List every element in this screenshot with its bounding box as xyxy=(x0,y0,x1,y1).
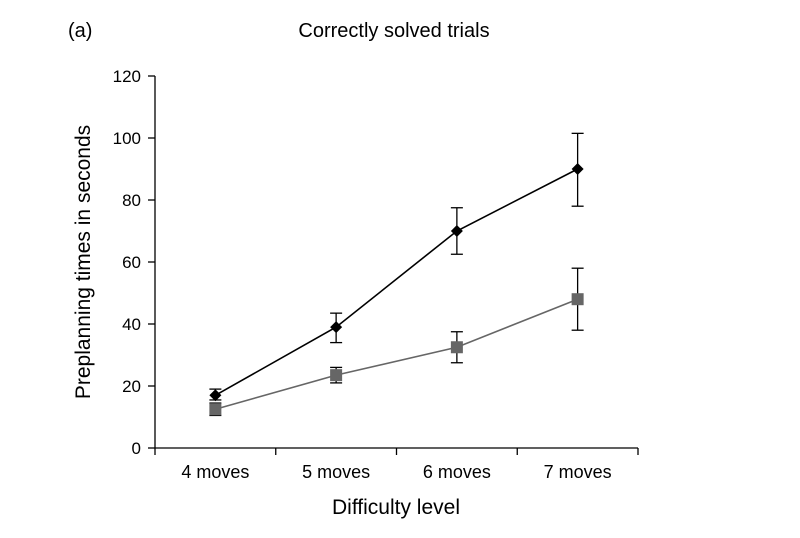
chart-title: Correctly solved trials xyxy=(298,20,489,42)
series-2 xyxy=(209,267,584,417)
x-category-label: 4 moves xyxy=(181,462,249,482)
y-tick-label: 80 xyxy=(122,191,141,210)
x-category-label: 6 moves xyxy=(423,462,491,482)
y-tick-label: 100 xyxy=(113,129,141,148)
y-tick-label: 60 xyxy=(122,253,141,272)
panel-label: (a) xyxy=(68,20,92,42)
square-marker xyxy=(450,341,463,354)
x-category-label: 5 moves xyxy=(302,462,370,482)
diamond-marker xyxy=(571,163,584,175)
diamond-marker xyxy=(330,321,343,334)
x-axis-ticks: 4 moves 5 moves 6 moves 7 moves xyxy=(154,448,639,482)
square-marker xyxy=(330,369,343,382)
y-tick-label: 20 xyxy=(122,377,141,396)
diamond-marker xyxy=(450,225,463,237)
x-category-label: 7 moves xyxy=(544,462,612,482)
series-layer xyxy=(209,132,584,417)
series-line xyxy=(214,168,578,396)
y-axis-ticks: 0 20 40 60 80 100 120 xyxy=(113,67,155,458)
y-axis-title: Preplanning times in seconds xyxy=(72,125,95,399)
y-tick-label: 40 xyxy=(122,315,141,334)
diamond-marker xyxy=(209,389,222,402)
y-tick-label: 0 xyxy=(132,439,141,458)
square-marker xyxy=(209,403,222,416)
square-marker xyxy=(571,293,584,306)
series-1 xyxy=(209,132,584,402)
x-axis-title: Difficulty level xyxy=(332,496,460,519)
series-line xyxy=(215,298,578,411)
y-tick-label: 120 xyxy=(113,67,141,86)
